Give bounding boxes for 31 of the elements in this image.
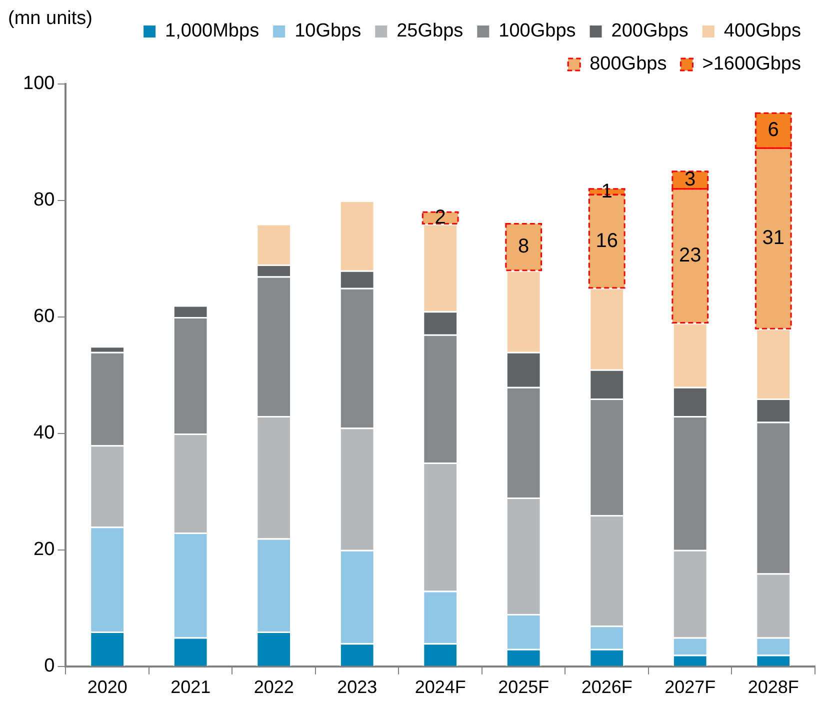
data-label: 23 [678, 244, 702, 266]
x-tick-label: 2028F [748, 677, 799, 698]
y-tick-label: 0 [44, 656, 55, 677]
x-tick-label: 2021 [170, 677, 211, 698]
x-tick-label: 2022 [254, 677, 294, 698]
legend-label: 10Gbps [294, 20, 362, 42]
y-axis-title: (mn units) [8, 8, 92, 30]
legend-label: 25Gbps [396, 20, 464, 42]
y-tick-label: 40 [34, 422, 55, 444]
y-tick-label: 60 [34, 306, 55, 328]
x-tick-label: 2025F [498, 677, 550, 698]
x-tick-label: 2020 [87, 677, 128, 698]
legend-label: 400Gbps [724, 20, 802, 42]
data-label: 2 [434, 206, 446, 228]
legend-label: >1600Gbps [702, 54, 802, 75]
data-label: 3 [684, 168, 696, 191]
data-label: 16 [596, 230, 618, 252]
data-label: 6 [768, 119, 779, 142]
legend-label: 200Gbps [611, 20, 688, 42]
legend-label: 1,000Mbps [165, 20, 260, 42]
data-label: 31 [762, 226, 784, 249]
legend-label: 800Gbps [590, 54, 667, 75]
data-label: 8 [518, 236, 530, 258]
y-tick-label: 80 [34, 190, 55, 211]
x-tick-label: 2027F [664, 677, 716, 698]
x-tick-label: 2024F [414, 677, 466, 698]
y-tick-label: 20 [34, 539, 55, 560]
x-tick-label: 2023 [337, 677, 378, 698]
legend-label: 100Gbps [498, 20, 576, 42]
x-tick-label: 2026F [581, 677, 632, 698]
y-tick-label: 100 [23, 73, 55, 94]
